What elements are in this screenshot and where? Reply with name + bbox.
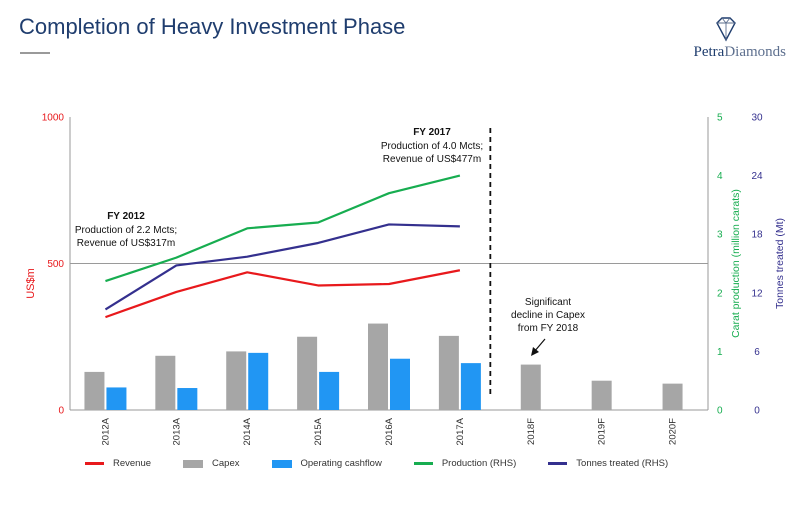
y-left-tick-label: 0 xyxy=(58,406,64,417)
y-right-production-axis-title: Carat production (million carats) xyxy=(730,189,742,338)
legend-item-tonnes: Tonnes treated (RHS) xyxy=(548,458,668,469)
y-right-tonnes-tick-label: 18 xyxy=(751,230,763,241)
capex-bar xyxy=(591,380,612,410)
capex-bar xyxy=(297,336,318,410)
x-tick-label: 2019F xyxy=(597,418,608,445)
chart-legend: Revenue Capex Operating cashflow Product… xyxy=(85,458,700,469)
title-underline xyxy=(20,52,50,54)
capex-bar xyxy=(662,383,683,410)
annotation-capex-decline-line: decline in Capex xyxy=(511,310,585,321)
x-tick-label: 2012A xyxy=(100,417,111,445)
capex-bar xyxy=(368,323,388,410)
legend-label-operating-cashflow: Operating cashflow xyxy=(300,458,382,469)
logo-wordmark: PetraDiamonds xyxy=(694,44,787,61)
capex-bar xyxy=(226,351,247,410)
y-left-tick-label: 500 xyxy=(47,259,64,270)
operating-cashflow-bar xyxy=(390,358,410,410)
x-tick-label: 2016A xyxy=(384,417,395,445)
legend-item-revenue: Revenue xyxy=(85,458,151,469)
legend-label-tonnes: Tonnes treated (RHS) xyxy=(576,458,669,469)
legend-label-capex: Capex xyxy=(212,458,240,469)
annotation-fy2012-line: Production of 2.2 Mcts; xyxy=(75,225,177,236)
legend-swatch-production xyxy=(413,462,433,465)
legend-swatch-capex xyxy=(183,459,204,468)
operating-cashflow-bar xyxy=(248,352,269,410)
petra-diamonds-logo: PetraDiamonds xyxy=(666,14,786,64)
operating-cashflow-bar xyxy=(177,388,198,410)
y-right-production-tick-label: 1 xyxy=(717,347,723,358)
legend-swatch-operating-cashflow xyxy=(271,459,292,468)
capex-bar xyxy=(155,355,176,410)
y-left-axis-title: US$m xyxy=(25,268,37,299)
legend-item-capex: Capex xyxy=(183,458,240,469)
operating-cashflow-bar xyxy=(106,387,127,410)
capex-bar xyxy=(520,364,541,410)
legend-label-production: Production (RHS) xyxy=(441,458,517,469)
legend-swatch-tonnes xyxy=(548,462,568,465)
x-tick-label: 2013A xyxy=(171,417,182,445)
annotation-fy2017-line: Revenue of US$477m xyxy=(383,154,481,165)
y-left-tick-label: 1000 xyxy=(42,113,65,124)
y-right-tonnes-tick-label: 6 xyxy=(754,347,760,358)
x-tick-label: 2018F xyxy=(526,418,537,445)
y-right-production-tick-label: 0 xyxy=(717,406,723,417)
annotation-fy2012-title: FY 2012 xyxy=(107,211,145,222)
diamond-icon xyxy=(716,17,736,42)
annotation-capex-arrow-head xyxy=(531,347,539,356)
annotation-fy2012-line: Revenue of US$317m xyxy=(77,238,175,249)
legend-label-revenue: Revenue xyxy=(113,458,152,469)
legend-item-operating-cashflow: Operating cashflow xyxy=(271,458,382,469)
logo-text-secondary: Diamonds xyxy=(724,44,786,60)
capex-bar xyxy=(438,335,459,410)
x-tick-label: 2014A xyxy=(242,417,253,445)
legend-item-production: Production (RHS) xyxy=(413,458,517,469)
page-title: Completion of Heavy Investment Phase xyxy=(19,14,406,39)
y-right-tonnes-tick-label: 0 xyxy=(754,406,760,417)
x-tick-label: 2015A xyxy=(313,417,324,445)
y-right-production-tick-label: 4 xyxy=(717,171,723,182)
operating-cashflow-bar xyxy=(319,371,340,410)
y-right-tonnes-tick-label: 30 xyxy=(751,113,763,124)
tonnes-treated-line xyxy=(104,223,460,311)
capex-bar xyxy=(84,371,105,410)
logo-text-primary: Petra xyxy=(693,44,725,60)
operating-cashflow-bar xyxy=(460,363,481,410)
y-right-production-tick-label: 2 xyxy=(717,288,723,299)
legend-swatch-revenue xyxy=(85,462,104,465)
annotation-fy2017-line: Production of 4.0 Mcts; xyxy=(381,141,483,152)
y-right-production-tick-label: 3 xyxy=(717,230,723,241)
annotation-capex-decline-line: from FY 2018 xyxy=(518,323,579,334)
y-right-tonnes-tick-label: 12 xyxy=(751,288,763,299)
y-right-production-tick-label: 5 xyxy=(717,113,723,124)
x-tick-label: 2020F xyxy=(668,418,679,445)
annotation-fy2017-title: FY 2017 xyxy=(413,127,451,138)
production-line xyxy=(105,174,461,283)
x-tick-label: 2017A xyxy=(455,417,466,445)
y-right-tonnes-axis-title: Tonnes treated (Mt) xyxy=(774,218,786,309)
annotation-capex-decline-line: Significant xyxy=(525,297,571,308)
y-right-tonnes-tick-label: 24 xyxy=(751,171,763,182)
revenue-line xyxy=(105,269,461,319)
